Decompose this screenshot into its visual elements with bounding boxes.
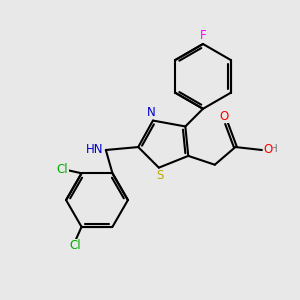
Text: Cl: Cl bbox=[57, 163, 68, 176]
Text: Cl: Cl bbox=[69, 239, 81, 253]
Text: H: H bbox=[270, 143, 278, 154]
Text: F: F bbox=[200, 29, 206, 42]
Text: S: S bbox=[157, 169, 164, 182]
Text: N: N bbox=[147, 106, 156, 119]
Text: O: O bbox=[219, 110, 228, 123]
Text: HN: HN bbox=[86, 143, 104, 157]
Text: O: O bbox=[263, 143, 273, 157]
